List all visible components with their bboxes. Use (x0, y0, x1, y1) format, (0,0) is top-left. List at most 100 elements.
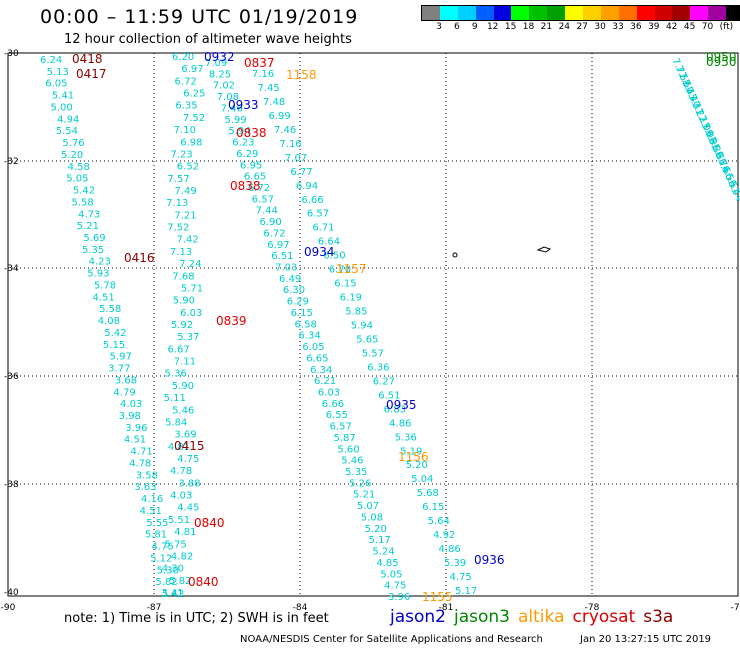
swh-value: 6.70 (329, 265, 351, 276)
swh-value: 4.79 (113, 387, 135, 398)
swh-value: 4.30 (162, 564, 184, 575)
swh-value: 7.52 (183, 113, 205, 124)
colorbar-swatch (422, 6, 440, 20)
swh-value: 6.97 (267, 240, 289, 251)
swh-value: 5.68 (417, 488, 439, 499)
colorbar-label: 36 (630, 22, 642, 32)
swh-value: 3.69 (174, 430, 196, 441)
swh-value: 6.58 (295, 319, 317, 330)
swh-value: 5.75 (164, 539, 186, 550)
lat-tick-label: -32 (4, 157, 19, 167)
colorbar-label: 6 (454, 22, 460, 32)
swh-value: 7.49 (174, 186, 196, 197)
swh-value: 6.34 (298, 331, 320, 342)
colorbar-swatch (636, 6, 655, 20)
swh-value: 4.81 (174, 527, 196, 538)
coastline-marks (452, 246, 552, 258)
swh-value: 5.35 (345, 467, 367, 478)
swh-value: 6.77 (290, 167, 312, 178)
swh-value: 5.21 (353, 490, 375, 501)
swh-value: 5.17 (369, 535, 391, 546)
swh-value: 6.94 (296, 181, 318, 192)
swh-value: 5.05 (66, 174, 88, 185)
swh-value: 5.94 (351, 321, 373, 332)
swh-value: 4.71 (131, 447, 153, 458)
colorbar-label: 21 (540, 22, 553, 32)
swh-value: 4.51 (140, 506, 162, 517)
colorbar-swatch (457, 6, 476, 20)
swh-value: 6.15 (422, 502, 444, 513)
credit-line: NOAA/NESDIS Center for Satellite Applica… (240, 634, 543, 645)
swh-value: 5.35 (82, 245, 104, 256)
swh-value: 6.49 (279, 274, 301, 285)
pass-time-label: 0839 (216, 314, 247, 328)
swh-value: 6.30 (283, 285, 305, 296)
pass-time-label: 0935 (386, 398, 417, 412)
swh-value: 6.05 (302, 342, 324, 353)
swh-value: 5.42 (104, 328, 126, 339)
swh-value: 4.86 (389, 418, 411, 429)
colorbar-label: 33 (612, 22, 624, 32)
colorbar-label: 30 (594, 22, 606, 32)
swh-value: 5.36 (395, 432, 417, 443)
island-mark (452, 252, 458, 258)
swh-value: 7.24 (179, 259, 201, 270)
colorbar-label: 70 (701, 22, 714, 32)
swh-value: 6.72 (248, 183, 270, 194)
swh-value: 3.63 (134, 482, 156, 493)
swh-value: 6.95 (240, 160, 262, 171)
swh-value: 7.46 (274, 125, 296, 136)
swh-value: 5.41 (52, 91, 74, 102)
colorbar-swatch (529, 6, 548, 20)
swh-value: 6.98 (180, 137, 202, 148)
swh-value: 7.52 (167, 223, 189, 234)
swh-value: 6.83 (384, 404, 406, 415)
swh-value: 5.21 (77, 221, 99, 232)
swh-value: 4.86 (439, 544, 461, 555)
swh-value: 6.66 (322, 399, 344, 410)
swh-value: 5.15 (103, 340, 125, 351)
pass-time-label: 0418 (72, 52, 103, 66)
swh-value: 7.45 (257, 83, 279, 94)
swh-value: 5.05 (380, 569, 402, 580)
colorbar-swatch (547, 6, 566, 20)
swh-value: 5.36 (165, 369, 187, 380)
colorbar-swatch (672, 6, 691, 20)
footnote: note: 1) Time is in UTC; 2) SWH is in fe… (64, 611, 329, 626)
lon-tick-label: -78 (585, 603, 600, 612)
map-frame (7, 52, 739, 597)
colorbar-swatch (583, 6, 601, 20)
swh-value: 5.12 (150, 553, 172, 564)
swh-value: 6.05 (45, 79, 67, 90)
swh-value: 5.82 (155, 577, 177, 588)
swh-value: 6.29 (287, 297, 309, 308)
swh-value: 4.92 (433, 530, 455, 541)
swh-value: 4.85 (376, 558, 398, 569)
colorbar-swatch (708, 6, 727, 20)
swh-value: 4.45 (177, 503, 199, 514)
swh-value: 5.81 (145, 530, 167, 541)
swh-value: 4.73 (78, 209, 100, 220)
pass-time-label: 0950 (706, 50, 737, 64)
swh-value: 4.78 (170, 466, 192, 477)
swh-value: 4.75 (384, 581, 406, 592)
pass-time-label: 1156 (398, 450, 429, 464)
swh-value: 6.65 (244, 172, 266, 183)
swh-value: 4.16 (141, 494, 163, 505)
swh-value: 6.72 (263, 228, 285, 239)
lon-tick-label: -75 (731, 603, 740, 612)
swh-value: 7.16 (252, 69, 274, 80)
swh-value: 6.57 (252, 194, 274, 205)
swh-value: 5.82 (169, 576, 191, 587)
pass-time-label: 0415 (174, 439, 205, 453)
lon-tick-label: -81 (439, 603, 454, 612)
swh-value: 7.10 (174, 125, 196, 136)
colorbar-swatch (726, 6, 740, 20)
swh-value: 6.64 (318, 237, 340, 248)
swh-value: 5.85 (345, 307, 367, 318)
swh-value: 4.94 (57, 114, 79, 125)
pass-time-label: 0416 (124, 251, 155, 265)
swh-value: 5.64 (428, 516, 450, 527)
swh-value: 6.24 (40, 55, 62, 66)
